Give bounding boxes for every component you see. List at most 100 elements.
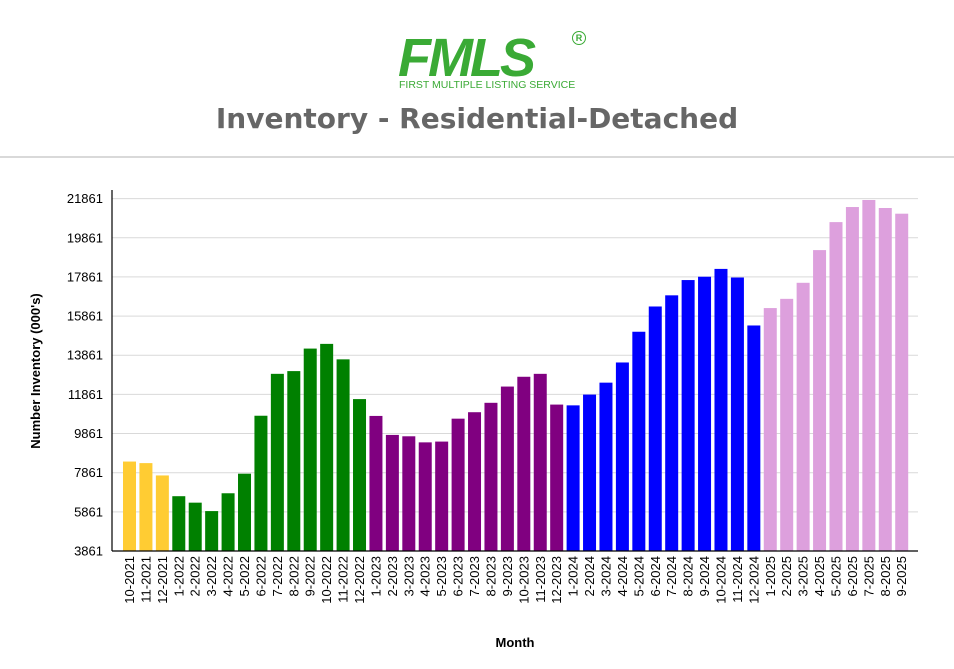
x-tick-label: 10-2022 <box>319 556 334 604</box>
x-tick-label: 11-2023 <box>533 556 548 603</box>
bar-1-2023 <box>369 415 383 551</box>
bar-11-2022 <box>336 359 350 551</box>
bar-6-2024 <box>648 306 662 551</box>
registered-mark-icon: R <box>572 31 586 45</box>
x-tick-label: 1-2025 <box>763 556 778 596</box>
bar-8-2023 <box>484 402 498 551</box>
bar-5-2024 <box>632 331 646 551</box>
bar-4-2025 <box>813 250 827 551</box>
y-tick-label: 3861 <box>74 544 103 559</box>
x-tick-label: 3-2025 <box>796 556 811 596</box>
bar-7-2024 <box>665 295 679 551</box>
chart-bars <box>123 199 909 552</box>
bar-4-2024 <box>615 362 629 551</box>
fmls-logo: FMLS R FIRST MULTIPLE LISTING SERVICE <box>398 31 588 93</box>
y-tick-labels: 3861 5861 7861 9861 11861 13861 15861 17861 1986… <box>67 191 103 558</box>
chart-axes <box>111 190 918 552</box>
bar-9-2023 <box>500 386 514 551</box>
x-tick-label: 4-2022 <box>221 556 236 596</box>
x-tick-label: 6-2023 <box>451 556 466 596</box>
bar-3-2024 <box>599 382 613 551</box>
x-tick-label: 12-2022 <box>352 556 367 604</box>
x-tick-label: 10-2021 <box>122 556 137 604</box>
y-axis-title: Number Inventory (000's) <box>28 293 43 449</box>
bar-8-2024 <box>681 280 695 551</box>
x-tick-label: 1-2024 <box>566 556 581 596</box>
x-tick-label: 5-2025 <box>828 556 843 596</box>
bar-9-2025 <box>895 213 909 551</box>
bar-3-2022 <box>205 511 219 551</box>
bar-1-2024 <box>566 405 580 551</box>
x-tick-label: 6-2024 <box>648 556 663 596</box>
x-tick-label: 4-2023 <box>418 556 433 596</box>
x-tick-label: 2-2025 <box>779 556 794 596</box>
x-tick-label: 10-2023 <box>516 556 531 604</box>
y-tick-label: 19861 <box>67 230 103 245</box>
x-tick-label: 3-2023 <box>401 556 416 596</box>
bar-2-2024 <box>583 394 597 551</box>
bar-5-2023 <box>435 441 449 551</box>
x-tick-label: 2-2022 <box>188 556 203 596</box>
bar-3-2023 <box>402 436 416 551</box>
bar-12-2021 <box>155 475 169 551</box>
bar-11-2023 <box>533 373 547 551</box>
bar-7-2023 <box>468 412 482 551</box>
x-tick-labels: 10-2021 11-2021 12-2021 1-2022 2-2022 3-2022 4… <box>122 556 909 604</box>
x-axis-title: Month <box>496 635 535 650</box>
x-tick-label: 10-2024 <box>713 556 728 604</box>
bar-7-2025 <box>862 199 876 552</box>
x-tick-label: 8-2022 <box>286 556 301 596</box>
x-tick-label: 5-2023 <box>434 556 449 596</box>
x-tick-label: 9-2023 <box>500 556 515 596</box>
x-tick-label: 9-2025 <box>894 556 909 596</box>
page-title: Inventory - Residential-Detached <box>215 102 739 135</box>
x-tick-label: 8-2023 <box>483 556 498 596</box>
logo-subtitle: FIRST MULTIPLE LISTING SERVICE <box>399 79 576 91</box>
bar-9-2022 <box>303 348 317 551</box>
x-tick-label: 12-2024 <box>746 556 761 604</box>
x-tick-label: 6-2025 <box>845 556 860 596</box>
x-tick-label: 5-2022 <box>237 556 252 596</box>
bar-4-2022 <box>221 493 235 551</box>
x-tick-label: 7-2022 <box>270 556 285 596</box>
bar-2-2022 <box>188 502 202 551</box>
bar-10-2021 <box>123 461 136 551</box>
x-tick-label: 11-2021 <box>138 556 153 603</box>
x-tick-label: 8-2024 <box>681 556 696 596</box>
x-tick-label: 2-2024 <box>582 556 597 596</box>
bar-6-2022 <box>254 415 268 551</box>
bar-4-2023 <box>418 442 432 551</box>
x-tick-label: 7-2025 <box>861 556 876 596</box>
x-tick-label: 3-2024 <box>598 556 613 596</box>
y-tick-label: 21861 <box>67 191 103 206</box>
y-tick-label: 15861 <box>67 309 103 324</box>
bar-1-2022 <box>172 496 186 551</box>
bar-2-2025 <box>780 298 794 551</box>
bar-6-2025 <box>845 207 859 551</box>
x-tick-label: 9-2024 <box>697 556 712 596</box>
bar-5-2022 <box>238 473 252 551</box>
x-tick-label: 1-2023 <box>368 556 383 596</box>
y-tick-label: 17861 <box>67 269 103 284</box>
bar-10-2024 <box>714 268 728 551</box>
bar-11-2024 <box>730 277 744 551</box>
page-header: FMLS R FIRST MULTIPLE LISTING SERVICE In… <box>0 0 954 158</box>
bar-2-2023 <box>385 434 399 551</box>
bar-12-2023 <box>550 404 564 551</box>
bar-1-2025 <box>763 308 777 551</box>
bar-5-2025 <box>829 222 843 552</box>
bar-8-2022 <box>287 371 301 551</box>
x-tick-label: 8-2025 <box>878 556 893 596</box>
bar-8-2025 <box>878 208 892 551</box>
bar-11-2021 <box>139 463 153 551</box>
x-tick-label: 12-2021 <box>155 556 170 604</box>
x-tick-label: 2-2023 <box>385 556 400 596</box>
y-tick-label: 11861 <box>68 387 103 402</box>
bar-10-2023 <box>517 376 531 551</box>
bar-12-2022 <box>353 399 367 551</box>
x-tick-label: 6-2022 <box>253 556 268 596</box>
y-tick-label: 7861 <box>74 465 103 480</box>
y-tick-label: 13861 <box>67 348 103 363</box>
y-tick-label: 5861 <box>74 504 103 519</box>
